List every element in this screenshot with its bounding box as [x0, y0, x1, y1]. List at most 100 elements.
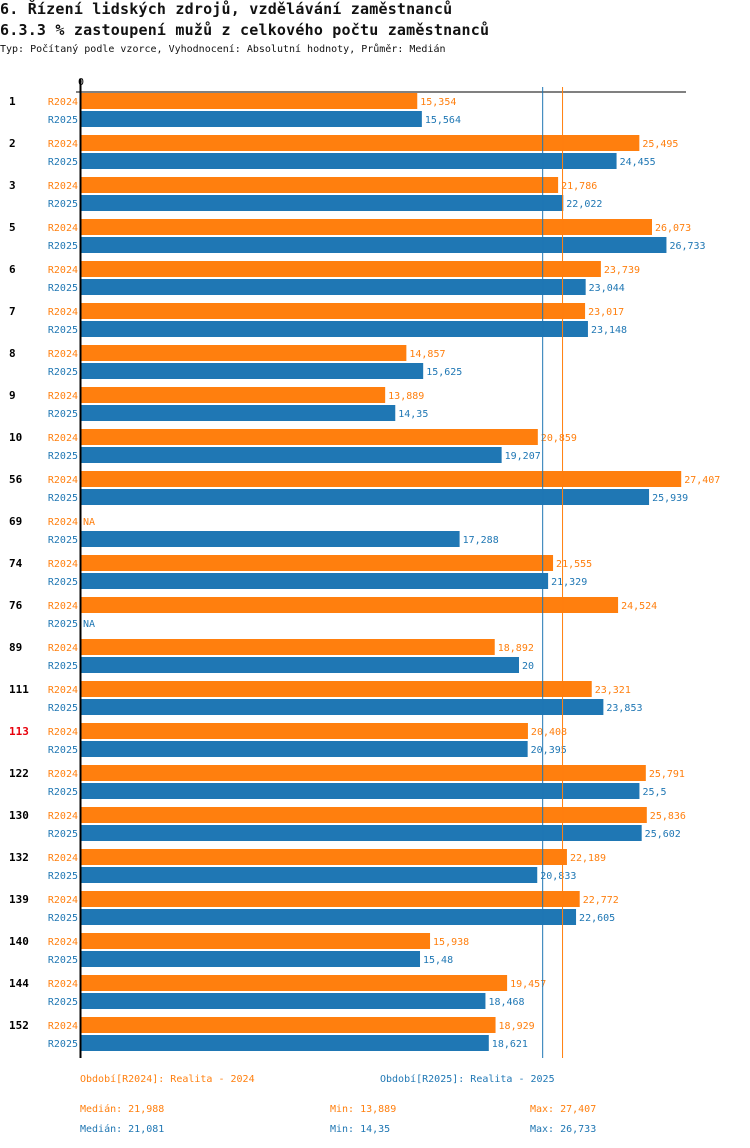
bar-r2025 — [81, 951, 421, 967]
bar-r2025 — [81, 657, 519, 673]
data-label: 18,468 — [488, 997, 524, 1008]
series-label: R2024 — [48, 895, 78, 906]
bar-r2024 — [81, 261, 601, 277]
series-label: R2025 — [48, 367, 78, 378]
series-label: R2025 — [48, 871, 78, 882]
bar-r2024 — [81, 849, 567, 865]
bar-r2024 — [81, 975, 508, 991]
data-label: 18,621 — [492, 1039, 528, 1050]
bar-r2024 — [81, 219, 652, 235]
data-label: 18,929 — [499, 1021, 535, 1032]
bar-r2025 — [81, 363, 424, 379]
series-label: R2025 — [48, 955, 78, 966]
series-label: R2024 — [48, 559, 78, 570]
data-label: 25,836 — [650, 811, 686, 822]
data-label: 19,457 — [510, 979, 546, 990]
series-label: R2024 — [48, 685, 78, 696]
series-label: R2024 — [48, 643, 78, 654]
data-label: 22,772 — [583, 895, 619, 906]
data-label: 21,555 — [556, 559, 592, 570]
category-label: 76 — [9, 599, 23, 612]
series-label: R2025 — [48, 745, 78, 756]
series-label: R2025 — [48, 115, 78, 126]
bar-r2025 — [81, 867, 538, 883]
bar-r2025 — [81, 573, 549, 589]
series-label: R2025 — [48, 1039, 78, 1050]
data-label: 15,625 — [426, 367, 462, 378]
category-label: 74 — [9, 557, 23, 570]
data-label: 22,189 — [570, 853, 606, 864]
series-label: R2024 — [48, 1021, 78, 1032]
category-label: 69 — [9, 515, 22, 528]
category-label: 139 — [9, 893, 29, 906]
bar-r2025 — [81, 1035, 489, 1051]
series-label: R2024 — [48, 601, 78, 612]
data-label: NA — [83, 517, 95, 528]
series-label: R2025 — [48, 577, 78, 588]
bar-r2024 — [81, 1017, 496, 1033]
bar-r2025 — [81, 405, 396, 421]
data-label: 20 — [522, 661, 534, 672]
data-label: 14,857 — [409, 349, 445, 360]
chart-info: Typ: Počítaný podle vzorce, Vyhodnocení:… — [0, 44, 446, 55]
data-label: 15,48 — [423, 955, 453, 966]
category-label: 56 — [9, 473, 23, 486]
bar-r2024 — [81, 639, 495, 655]
data-label: 20,395 — [531, 745, 567, 756]
data-label: NA — [83, 619, 95, 630]
page-title: 6. Řízení lidských zdrojů, vzdělávání za… — [0, 0, 453, 18]
series-label: R2024 — [48, 727, 78, 738]
series-label: R2025 — [48, 535, 78, 546]
series-label: R2024 — [48, 223, 78, 234]
series-label: R2024 — [48, 139, 78, 150]
series-label: R2025 — [48, 325, 78, 336]
bar-r2024 — [81, 135, 640, 151]
data-label: 22,605 — [579, 913, 615, 924]
bar-r2025 — [81, 825, 642, 841]
data-label: 23,739 — [604, 265, 640, 276]
series-label: R2025 — [48, 661, 78, 672]
series-label: R2024 — [48, 979, 78, 990]
bar-r2024 — [81, 555, 554, 571]
bar-r2025 — [81, 447, 502, 463]
data-label: 20,408 — [531, 727, 567, 738]
bar-r2024 — [81, 303, 586, 319]
bar-r2025 — [81, 993, 486, 1009]
data-label: 23,044 — [589, 283, 625, 294]
data-label: 24,524 — [621, 601, 657, 612]
bar-r2024 — [81, 429, 538, 445]
series-label: R2024 — [48, 853, 78, 864]
category-label: 140 — [9, 935, 29, 948]
bar-r2025 — [81, 699, 604, 715]
series-label: R2024 — [48, 937, 78, 948]
data-label: 20,859 — [541, 433, 577, 444]
category-label: 132 — [9, 851, 29, 864]
data-label: 15,938 — [433, 937, 469, 948]
stat-median-r2024: Medián: 21,988 — [80, 1104, 165, 1115]
data-label: 26,073 — [655, 223, 691, 234]
bar-r2025 — [81, 909, 577, 925]
bar-r2024 — [81, 177, 559, 193]
category-label: 9 — [9, 389, 16, 402]
category-label: 10 — [9, 431, 22, 444]
bar-r2025 — [81, 741, 528, 757]
category-label: 89 — [9, 641, 22, 654]
series-label: R2024 — [48, 181, 78, 192]
series-label: R2025 — [48, 619, 78, 630]
data-label: 24,455 — [620, 157, 656, 168]
data-label: 23,853 — [606, 703, 642, 714]
category-label: 144 — [9, 977, 29, 990]
bar-r2025 — [81, 321, 588, 337]
bar-r2024 — [81, 387, 386, 403]
data-label: 21,329 — [551, 577, 587, 588]
stat-min-r2025: Min: 14,35 — [330, 1124, 391, 1135]
data-label: 21,786 — [561, 181, 597, 192]
series-label: R2025 — [48, 451, 78, 462]
bar-r2024 — [81, 681, 592, 697]
category-label: 8 — [9, 347, 16, 360]
series-label: R2024 — [48, 391, 78, 402]
data-label: 22,022 — [566, 199, 602, 210]
series-label: R2025 — [48, 157, 78, 168]
series-label: R2024 — [48, 517, 78, 528]
data-label: 20,833 — [540, 871, 576, 882]
